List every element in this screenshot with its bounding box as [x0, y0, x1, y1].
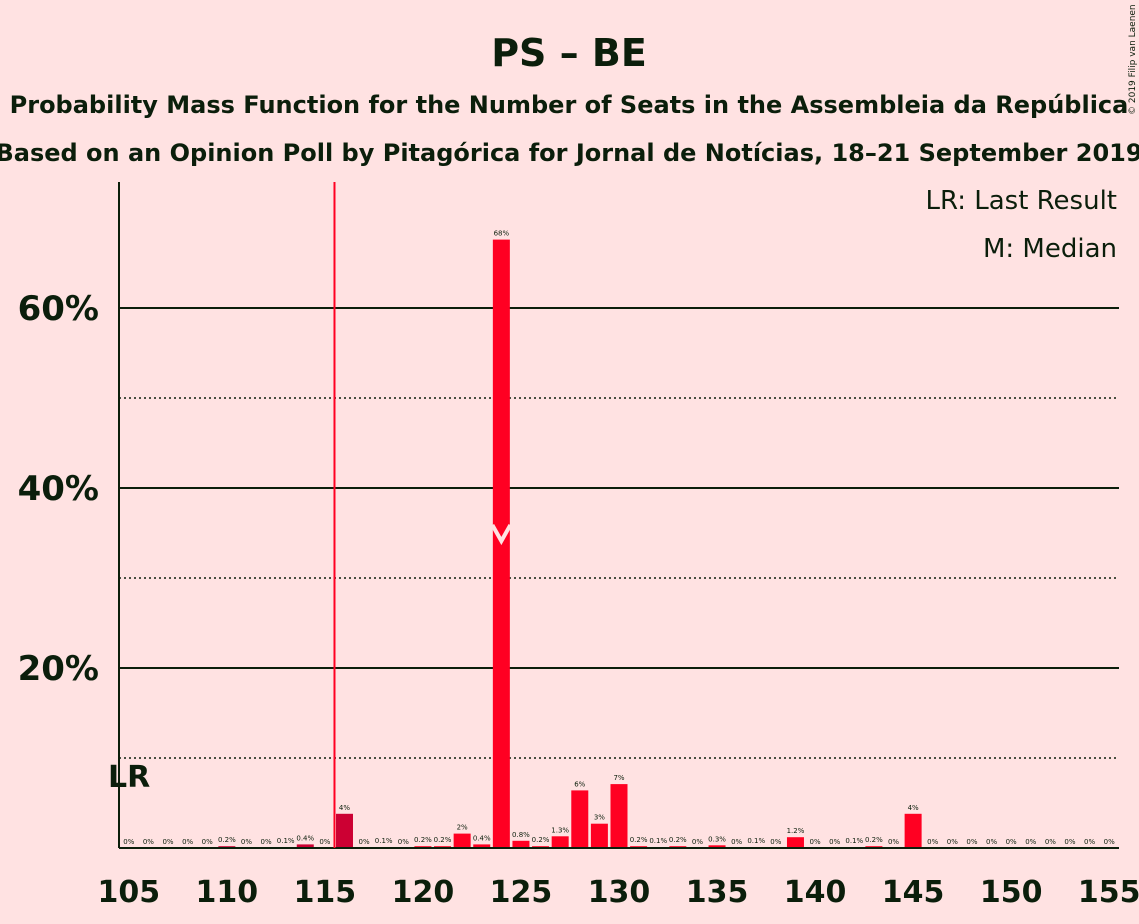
data-label-seat-105: 0% [123, 838, 134, 846]
data-label-seat-109: 0% [202, 838, 213, 846]
data-label-seat-113: 0.1% [277, 837, 295, 845]
x-tick-label: 150 [980, 875, 1043, 910]
bar-seat-130 [610, 784, 628, 848]
data-label-seat-118: 0.1% [375, 837, 393, 845]
chart-title: PS – BE [491, 31, 647, 75]
data-label-seat-151: 0% [1025, 838, 1036, 846]
x-axis-ticks: 105 110 115 120 125 130 135 140 145 150 155 [97, 875, 1139, 910]
data-label-seat-148: 0% [966, 838, 977, 846]
bar-seat-123 [473, 844, 491, 848]
x-tick-label: 120 [392, 875, 455, 910]
data-label-seat-128: 6% [574, 780, 585, 788]
bars [218, 239, 922, 849]
bar-seat-127 [551, 836, 569, 848]
data-label-seat-116: 4% [339, 804, 350, 812]
data-label-seat-127: 1.3% [551, 826, 569, 834]
data-label-seat-135: 0.3% [708, 835, 726, 843]
data-label-seat-117: 0% [359, 838, 370, 846]
x-tick-label: 130 [588, 875, 651, 910]
data-label-seat-131: 0.2% [630, 836, 648, 844]
data-label-seat-124: 68% [494, 230, 510, 238]
bar-seat-135 [708, 845, 726, 848]
bar-seat-139 [786, 837, 804, 848]
bar-seat-129 [590, 823, 608, 848]
data-label-seat-132: 0.1% [649, 837, 667, 845]
data-label-seat-141: 0% [829, 838, 840, 846]
data-label-seat-145: 4% [908, 804, 919, 812]
data-label-seat-114: 0.4% [296, 834, 314, 842]
bar-seat-125 [512, 840, 530, 848]
bar-seat-145 [904, 813, 922, 848]
data-label-seat-108: 0% [182, 838, 193, 846]
data-label-seat-112: 0% [261, 838, 272, 846]
copyright-notice: © 2019 Filip van Laenen [1128, 4, 1138, 115]
data-label-seat-138: 0% [770, 838, 781, 846]
data-label-seat-152: 0% [1045, 838, 1056, 846]
data-label-seat-142: 0.1% [845, 837, 863, 845]
legend-median: M: Median [983, 234, 1117, 264]
data-label-seat-140: 0% [810, 838, 821, 846]
data-label-seat-110: 0.2% [218, 836, 236, 844]
legend-last-result: LR: Last Result [925, 186, 1117, 216]
x-tick-label: 140 [784, 875, 847, 910]
x-tick-label: 145 [882, 875, 945, 910]
data-label-seat-147: 0% [947, 838, 958, 846]
y-tick-label: 60% [18, 289, 99, 329]
x-tick-label: 110 [196, 875, 259, 910]
data-label-seat-149: 0% [986, 838, 997, 846]
last-result-label: LR [108, 760, 150, 795]
gridlines [119, 307, 1119, 759]
y-tick-label: 40% [18, 469, 99, 509]
x-tick-label: 155 [1078, 875, 1139, 910]
data-label-seat-119: 0% [398, 838, 409, 846]
x-tick-label: 105 [97, 875, 160, 910]
bar-seat-116 [335, 813, 353, 848]
data-label-seat-150: 0% [1006, 838, 1017, 846]
bar-seat-114 [296, 844, 314, 848]
data-label-seat-122: 2% [457, 824, 468, 832]
bar-seat-122 [453, 833, 471, 848]
data-label-seat-153: 0% [1064, 838, 1075, 846]
data-label-seat-106: 0% [143, 838, 154, 846]
data-label-seat-143: 0.2% [865, 836, 883, 844]
data-label-seat-125: 0.8% [512, 831, 530, 839]
x-tick-label: 115 [294, 875, 357, 910]
data-label-seat-130: 7% [613, 774, 624, 782]
chart-subtitle-2: Based on an Opinion Poll by Pitagórica f… [0, 139, 1139, 167]
data-label-seat-120: 0.2% [414, 836, 432, 844]
data-label-seat-155: 0% [1104, 838, 1115, 846]
data-label-seat-129: 3% [594, 814, 605, 822]
x-tick-label: 125 [490, 875, 553, 910]
bar-seat-128 [571, 790, 589, 848]
y-tick-label: 20% [18, 649, 99, 689]
x-tick-label: 135 [686, 875, 749, 910]
y-axis-ticks: 20% 40% 60% [18, 289, 99, 689]
data-labels: 0% 0% 0% 0% 0% 0.2% 0% 0% 0.1% 0.4% 0%4%0% 0.1% 0% 0.… [123, 230, 1115, 846]
data-label-seat-154: 0% [1084, 838, 1095, 846]
data-label-seat-123: 0.4% [473, 834, 491, 842]
data-label-seat-121: 0.2% [434, 836, 452, 844]
data-label-seat-139: 1.2% [787, 827, 805, 835]
data-label-seat-137: 0.1% [747, 837, 765, 845]
data-label-seat-126: 0.2% [532, 836, 550, 844]
median-marker [490, 524, 513, 546]
data-label-seat-107: 0% [162, 838, 173, 846]
data-label-seat-146: 0% [927, 838, 938, 846]
data-label-seat-144: 0% [888, 838, 899, 846]
data-label-seat-133: 0.2% [669, 836, 687, 844]
chart-subtitle-1: Probability Mass Function for the Number… [10, 91, 1129, 119]
data-label-seat-111: 0% [241, 838, 252, 846]
data-label-seat-115: 0% [319, 838, 330, 846]
data-label-seat-134: 0% [692, 838, 703, 846]
data-label-seat-136: 0% [731, 838, 742, 846]
